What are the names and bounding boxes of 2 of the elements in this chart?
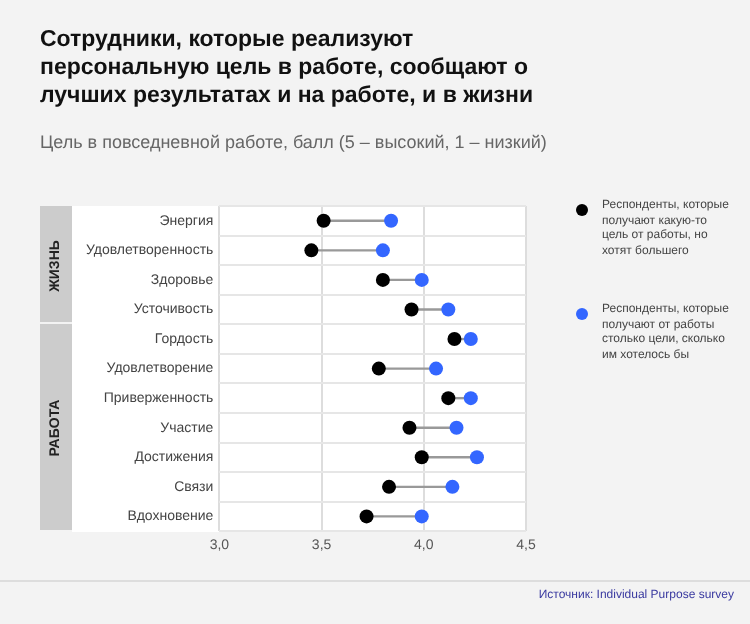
chart-subtitle: Цель в повседневной работе, балл (5 – высокий, 1 – низкий) — [40, 132, 547, 152]
chart-title: Сотрудники, которые реализуют персональную цель в работе, сообщают о лучших результатах и на работе, и в жизни — [40, 26, 536, 110]
